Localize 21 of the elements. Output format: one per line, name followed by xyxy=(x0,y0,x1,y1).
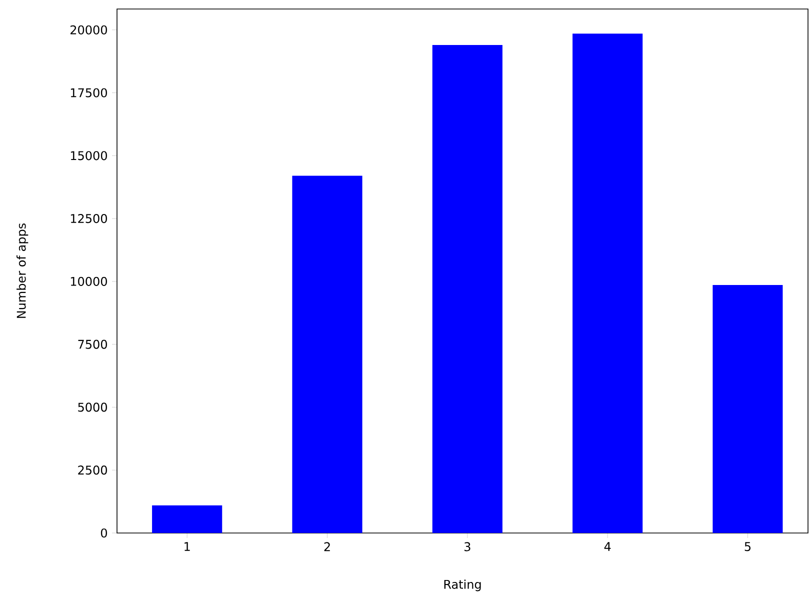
y-tick-label: 15000 xyxy=(70,151,107,160)
x-tick-label: 3 xyxy=(464,542,470,552)
y-tick-label: 7500 xyxy=(78,340,107,349)
bar xyxy=(712,284,783,533)
y-tick-label: 12500 xyxy=(70,214,107,224)
x-tick-label: 5 xyxy=(744,542,750,552)
bar xyxy=(152,505,222,533)
bar xyxy=(432,44,502,533)
x-axis-title: Rating xyxy=(444,580,481,592)
y-tick-label: 17500 xyxy=(70,88,107,98)
y-tick-label: 2500 xyxy=(78,466,107,475)
x-tick-label: 1 xyxy=(184,542,190,551)
y-tick-label: 5000 xyxy=(78,402,107,412)
y-axis-title: Number of apps xyxy=(16,223,28,318)
bar xyxy=(292,176,362,533)
x-tick-label: 4 xyxy=(604,542,611,551)
y-tick-label: 20000 xyxy=(70,25,107,34)
y-tick-label: 10000 xyxy=(70,276,107,286)
y-tick-label: 0 xyxy=(100,528,108,538)
x-tick-label: 2 xyxy=(324,542,330,552)
bar xyxy=(572,34,643,533)
